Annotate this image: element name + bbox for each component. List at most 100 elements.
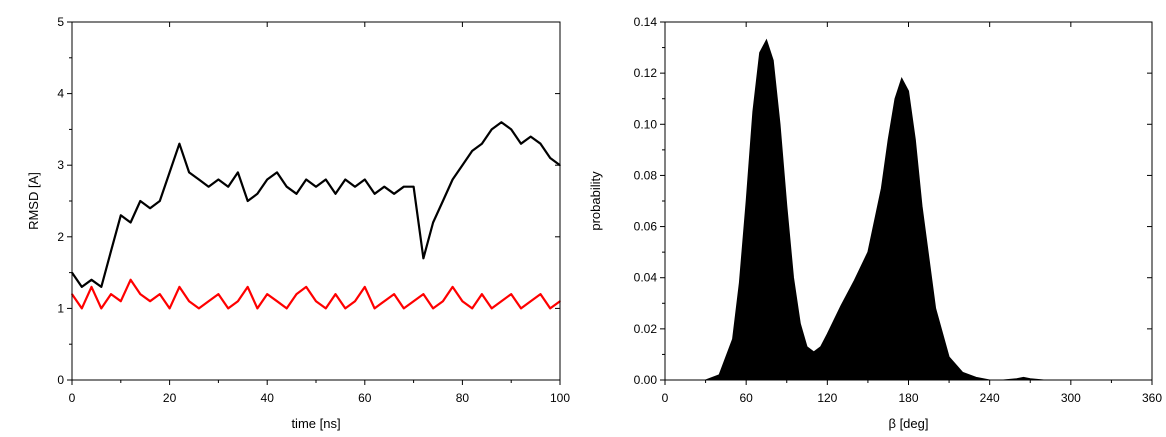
- rmsd-series-0-point-35: [412, 185, 415, 188]
- rmsd-series-0-point-18: [246, 200, 249, 202]
- probability-x-tick-label-6: 360: [1142, 391, 1162, 405]
- rmsd-series-0-point-34: [403, 185, 405, 188]
- probability-chart: 0 60 120 180 240 300 360 0.00 0.02 0.04 0.06 0.08 0.…: [588, 15, 1162, 431]
- rmsd-series-0-point-10: [168, 171, 171, 174]
- rmsd-series-1-point-12: [188, 300, 190, 303]
- rmsd-series-0-point-46: [520, 142, 522, 145]
- probability-x-tick-label-4: 240: [980, 391, 1000, 405]
- rmsd-series-0-point-28: [344, 178, 347, 181]
- rmsd-x-tick-label-4: 80: [456, 391, 470, 405]
- rmsd-series-1-point-7: [139, 293, 142, 295]
- rmsd-series-1-point-5: [120, 300, 122, 303]
- rmsd-series-1-point-24: [305, 286, 308, 288]
- rmsd-series-1-point-16: [227, 307, 229, 310]
- rmsd-series-1-point-19: [256, 307, 259, 310]
- rmsd-series-1-point-26: [325, 307, 327, 310]
- rmsd-series-1-point-3: [100, 307, 103, 310]
- rmsd-series-1-point-35: [412, 300, 415, 303]
- rmsd-series-1-point-14: [207, 300, 210, 303]
- rmsd-line-series-0: [71, 121, 561, 288]
- rmsd-series-0-point-29: [354, 185, 356, 188]
- rmsd-series-0-point-8: [149, 207, 151, 209]
- rmsd-series-1-point-15: [217, 293, 220, 295]
- probability-series-group: [705, 38, 1044, 381]
- rmsd-series-1-point-4: [110, 293, 112, 295]
- rmsd-series-0-point-45: [510, 128, 512, 131]
- rmsd-line-series-1: [71, 278, 561, 310]
- rmsd-y-tick-label-2: 2: [57, 230, 64, 244]
- rmsd-series-0-point-19: [256, 193, 259, 195]
- rmsd-series-1-point-48: [539, 293, 542, 295]
- rmsd-series-1-point-22: [285, 307, 288, 310]
- rmsd-y-axis-title: RMSD [A]: [26, 172, 41, 230]
- rmsd-y-tick-label-4: 4: [57, 87, 64, 101]
- rmsd-series-0-point-25: [315, 185, 317, 188]
- probability-y-tick-label-3: 0.06: [634, 220, 658, 234]
- rmsd-series-0-point-40: [461, 164, 464, 166]
- probability-x-tick-label-0: 0: [662, 391, 669, 405]
- rmsd-series-0-point-1: [81, 286, 83, 288]
- rmsd-series-0-point-43: [490, 128, 493, 131]
- rmsd-series-1-point-36: [422, 293, 425, 295]
- rmsd-series-1-point-30: [364, 286, 366, 288]
- rmsd-series-1-point-25: [315, 300, 317, 303]
- rmsd-series-0-point-42: [481, 142, 483, 145]
- probability-y-tick-label-1: 0.02: [634, 322, 658, 336]
- rmsd-series-0-point-39: [451, 178, 454, 181]
- rmsd-series-1-point-32: [383, 300, 386, 303]
- rmsd-series-1-point-45: [510, 293, 512, 295]
- rmsd-series-0-point-11: [178, 142, 181, 145]
- rmsd-series-1-point-39: [451, 286, 454, 288]
- probability-y-tick-label-0: 0.00: [634, 373, 658, 387]
- probability-x-tick-label-3: 180: [898, 391, 918, 405]
- rmsd-series-1-point-8: [149, 300, 151, 303]
- probability-y-tick-label-4: 0.08: [634, 168, 658, 182]
- rmsd-series-0-point-36: [422, 257, 425, 260]
- probability-y-tick-label-5: 0.10: [634, 117, 658, 131]
- probability-x-axis-title: β [deg]: [888, 416, 928, 431]
- rmsd-series-0-point-37: [432, 221, 434, 224]
- rmsd-series-1-point-42: [481, 293, 483, 295]
- rmsd-series-0-point-24: [305, 178, 308, 181]
- rmsd-series-0-point-9: [159, 200, 161, 202]
- rmsd-series-1-point-33: [393, 293, 395, 295]
- rmsd-series-1-point-29: [354, 300, 356, 303]
- probability-axes: 0 60 120 180 240 300 360 0.00 0.02 0.04 0.06 0.08 0.…: [634, 15, 1163, 405]
- rmsd-series-0-point-22: [285, 185, 288, 188]
- rmsd-x-tick-label-3: 60: [358, 391, 372, 405]
- rmsd-series-1-point-21: [276, 300, 278, 303]
- rmsd-series-1-point-46: [520, 307, 522, 310]
- rmsd-series-0-point-23: [295, 193, 298, 195]
- rmsd-axes: 0 20 40 60 80 100 0 1 2 3 4 5: [57, 15, 570, 405]
- rmsd-series-0-point-33: [393, 193, 395, 195]
- rmsd-series-0-point-48: [539, 142, 542, 145]
- rmsd-series-1-point-18: [246, 286, 249, 288]
- rmsd-series-1-point-38: [442, 300, 444, 303]
- rmsd-series-0-point-13: [198, 178, 200, 181]
- rmsd-series-0-point-7: [139, 200, 142, 202]
- rmsd-series-1-point-28: [344, 307, 347, 310]
- rmsd-series-0-point-16: [227, 185, 229, 188]
- rmsd-x-axis-title: time [ns]: [291, 416, 340, 431]
- rmsd-series-0-point-3: [100, 286, 103, 288]
- rmsd-series-1-point-13: [198, 307, 200, 310]
- rmsd-series-0-point-31: [373, 193, 376, 195]
- rmsd-series-0-point-21: [276, 171, 278, 174]
- rmsd-chart: 0 20 40 60 80 100 0 1 2 3 4 5 time [ns] RMSD [A]: [26, 15, 570, 431]
- rmsd-series-1-point-37: [432, 307, 434, 310]
- rmsd-series-0-point-32: [383, 185, 386, 188]
- probability-y-tick-label-7: 0.14: [634, 15, 658, 29]
- probability-area-series-0: [705, 38, 1044, 381]
- rmsd-x-tick-label-1: 20: [163, 391, 177, 405]
- rmsd-series-1-point-41: [471, 307, 474, 310]
- rmsd-series-0-point-47: [529, 135, 532, 138]
- rmsd-series-0-point-27: [334, 193, 337, 195]
- rmsd-series-0-point-49: [549, 157, 551, 159]
- probability-x-tick-label-5: 300: [1061, 391, 1081, 405]
- rmsd-series-1-point-34: [403, 307, 405, 310]
- rmsd-series-1-point-27: [334, 293, 337, 295]
- rmsd-series-1-point-6: [129, 279, 132, 281]
- rmsd-x-tick-label-0: 0: [69, 391, 76, 405]
- rmsd-series-0-point-5: [120, 214, 122, 217]
